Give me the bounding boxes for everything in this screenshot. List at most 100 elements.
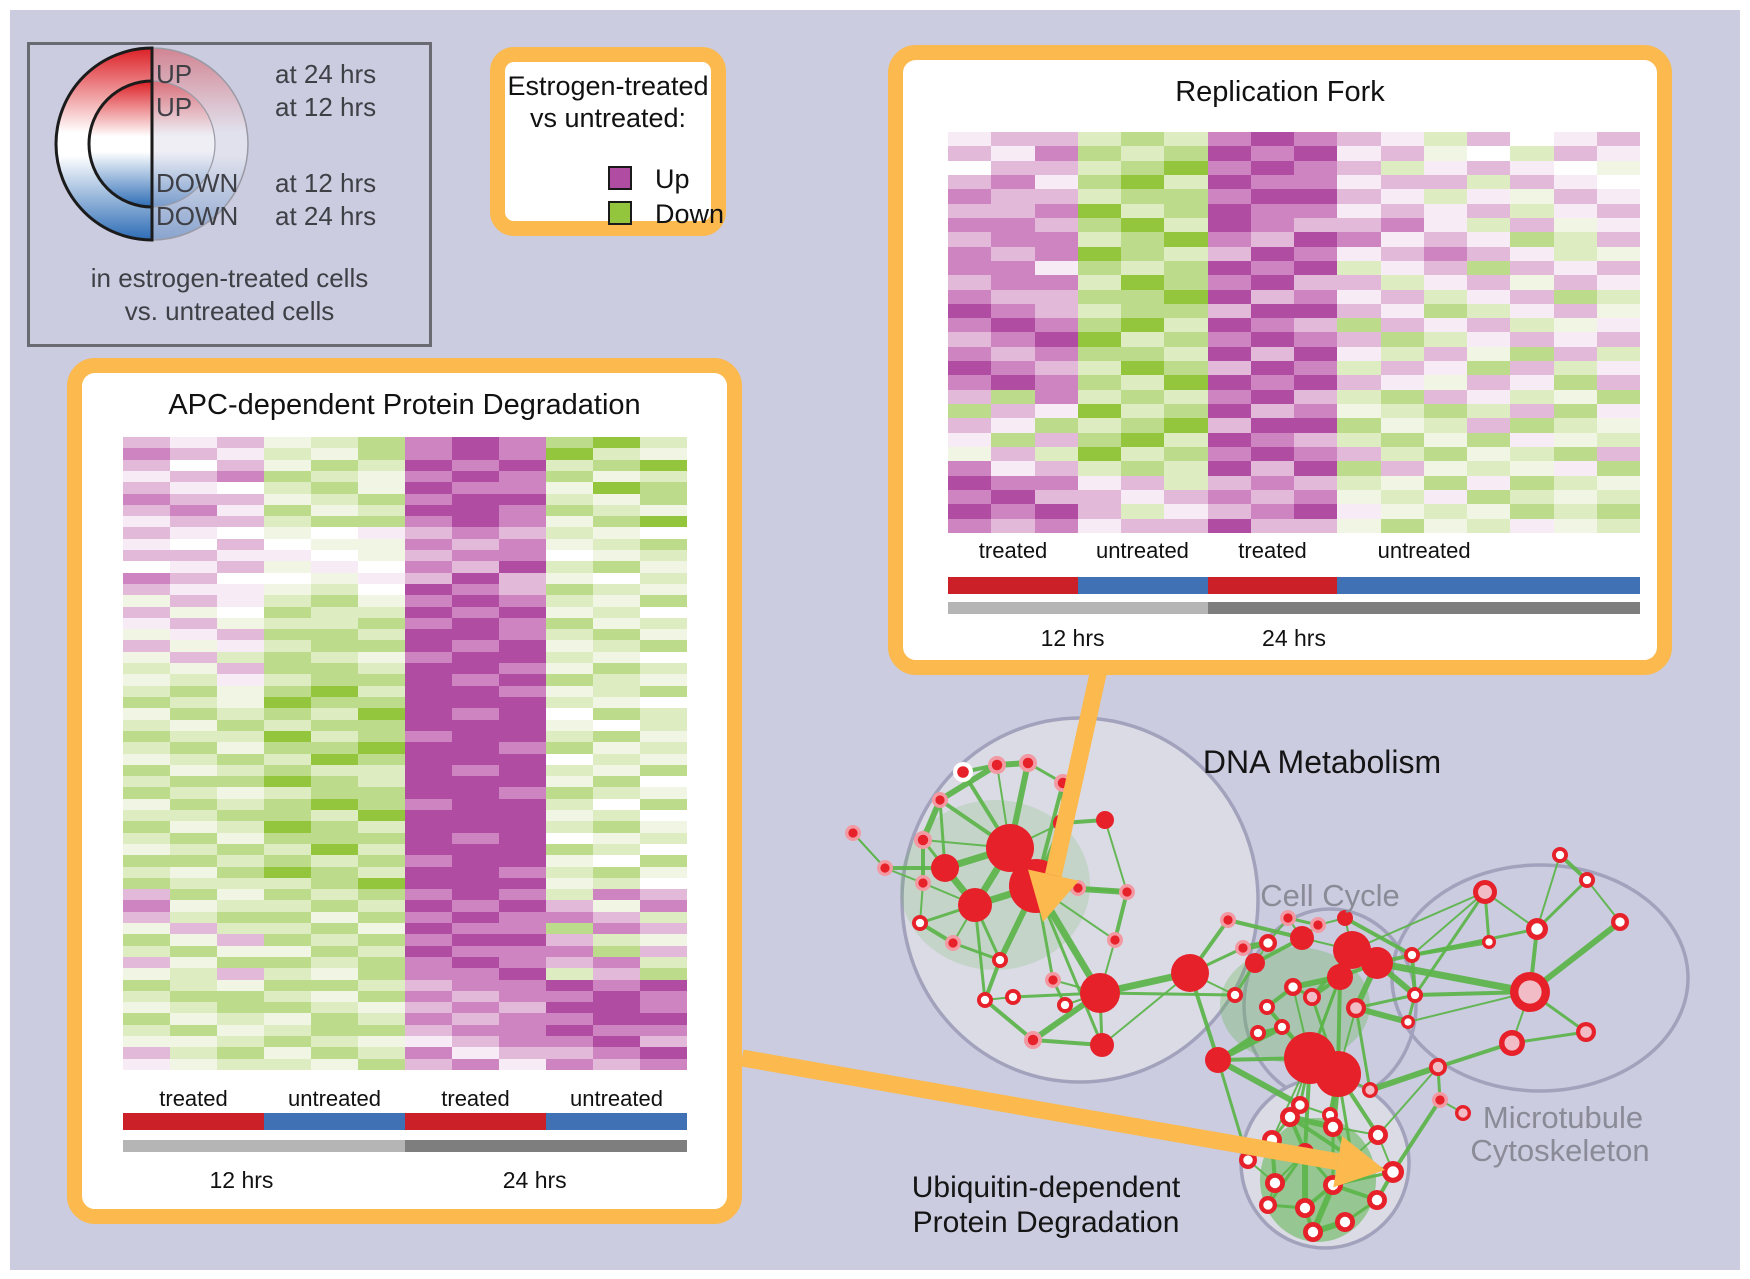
heatmap-cell bbox=[948, 389, 992, 405]
heatmap-cell bbox=[405, 595, 452, 607]
heatmap-cell bbox=[405, 538, 452, 551]
updown-legend-title: Estrogen-treated vs untreated: bbox=[505, 62, 711, 135]
heatmap-cell bbox=[170, 459, 217, 471]
heatmap-cell bbox=[546, 1047, 593, 1059]
heatmap-cell bbox=[170, 911, 217, 924]
heatmap-cell bbox=[170, 934, 217, 946]
heatmap-cell bbox=[264, 651, 311, 664]
heatmap-cell bbox=[1553, 318, 1597, 333]
heatmap-cell bbox=[405, 527, 452, 539]
heatmap-cell bbox=[123, 832, 170, 844]
heatmap-cell bbox=[991, 160, 1035, 175]
heatmap-cell bbox=[217, 493, 264, 505]
heatmap-cell bbox=[1553, 146, 1597, 161]
heatmap-cell bbox=[358, 595, 405, 607]
heatmap-cell bbox=[499, 923, 546, 935]
heatmap-cell bbox=[217, 719, 264, 731]
up-label: Up bbox=[655, 164, 690, 194]
heatmap-cell bbox=[1250, 490, 1294, 505]
heatmap-cell bbox=[1596, 361, 1640, 376]
heatmap-cell bbox=[1077, 346, 1121, 362]
heatmap-cell bbox=[1596, 132, 1640, 147]
heatmap-cell bbox=[1553, 375, 1597, 390]
heatmap-cell bbox=[264, 956, 311, 969]
heatmap-cell bbox=[1467, 332, 1511, 347]
heatmap-cell bbox=[123, 685, 170, 697]
up-color-swatch bbox=[608, 166, 632, 190]
heatmap-cell bbox=[640, 979, 687, 991]
heatmap-cell bbox=[405, 990, 452, 1003]
heatmap-cell bbox=[1207, 318, 1251, 333]
heatmap-cell bbox=[452, 685, 499, 697]
heatmap-cell bbox=[593, 561, 640, 573]
heatmap-cell bbox=[948, 375, 992, 390]
heatmap-cell bbox=[405, 448, 452, 460]
heatmap-cell bbox=[264, 685, 311, 697]
heatmap-cell bbox=[311, 482, 358, 494]
heatmap-cell bbox=[1121, 275, 1165, 290]
heatmap-cell bbox=[311, 742, 358, 754]
heatmap-cell bbox=[948, 332, 992, 347]
heatmap-cell bbox=[1294, 346, 1338, 362]
heatmap-cell bbox=[1294, 375, 1338, 390]
heatmap-cell bbox=[358, 764, 405, 777]
updown-legend-box: Estrogen-treated vs untreated: Up Down bbox=[490, 47, 726, 236]
heatmap-cell bbox=[640, 787, 687, 799]
heatmap-cell bbox=[1380, 289, 1424, 304]
heatmap-cell bbox=[1207, 447, 1251, 462]
heatmap-cell bbox=[170, 1058, 217, 1070]
heatmap-cell bbox=[1380, 461, 1424, 476]
heatmap-cell bbox=[217, 889, 264, 901]
heatmap-cell bbox=[1467, 303, 1511, 319]
heatmap-cell bbox=[499, 1024, 546, 1037]
heatmap-cell bbox=[405, 719, 452, 731]
heatmap-cell bbox=[405, 968, 452, 980]
heatmap-cell bbox=[264, 821, 311, 833]
heatmap-cell bbox=[593, 787, 640, 799]
heatmap-cell bbox=[1423, 203, 1467, 218]
heatmap-cell bbox=[452, 1024, 499, 1037]
heatmap-cell bbox=[640, 730, 687, 743]
heatmap-cell bbox=[405, 923, 452, 935]
heatmap-cell bbox=[452, 821, 499, 833]
heatmap-cell bbox=[405, 572, 452, 584]
heatmap-cell bbox=[1250, 432, 1294, 448]
heatmap-cell bbox=[1034, 447, 1078, 462]
heatmap-cell bbox=[1121, 518, 1165, 533]
heatmap-cell bbox=[1553, 346, 1597, 362]
heatmap-cell bbox=[123, 866, 170, 878]
heatmap-cell bbox=[217, 482, 264, 494]
heatmap-cell bbox=[1034, 217, 1078, 233]
heatmap-cell bbox=[217, 561, 264, 573]
heatmap-cell bbox=[1423, 490, 1467, 505]
heatmap-cell bbox=[546, 843, 593, 856]
heatmap-cell bbox=[991, 132, 1035, 147]
heatmap-cell bbox=[311, 855, 358, 867]
heatmap-cell bbox=[264, 719, 311, 731]
heatmap-cell bbox=[1467, 232, 1511, 247]
heatmap-cell bbox=[264, 866, 311, 878]
heatmap-cell bbox=[358, 1047, 405, 1059]
heatmap-cell bbox=[1337, 389, 1381, 405]
heatmap-cell bbox=[1510, 160, 1554, 175]
heatmap-cell bbox=[405, 945, 452, 957]
heatmap-cell bbox=[170, 821, 217, 833]
inner-ring-left bbox=[87, 79, 154, 209]
heatmap-cell bbox=[1121, 447, 1165, 462]
heatmap-cell bbox=[264, 787, 311, 799]
heatmap-cell bbox=[358, 730, 405, 743]
heatmap-cell bbox=[311, 787, 358, 799]
heatmap-cell bbox=[123, 651, 170, 664]
heatmap-cell bbox=[1423, 432, 1467, 448]
heatmap-cell bbox=[546, 572, 593, 584]
heatmap-cell bbox=[1034, 303, 1078, 319]
heatmap-cell bbox=[311, 572, 358, 584]
heatmap-cell bbox=[264, 493, 311, 505]
heatmap-cell bbox=[405, 437, 452, 449]
heatmap-cell bbox=[358, 1013, 405, 1025]
heatmap-cell bbox=[640, 685, 687, 697]
heatmap-cell bbox=[1121, 404, 1165, 419]
heatmap-cell bbox=[1337, 260, 1381, 276]
heatmap-cell bbox=[405, 516, 452, 528]
heatmap-cell bbox=[1596, 490, 1640, 505]
